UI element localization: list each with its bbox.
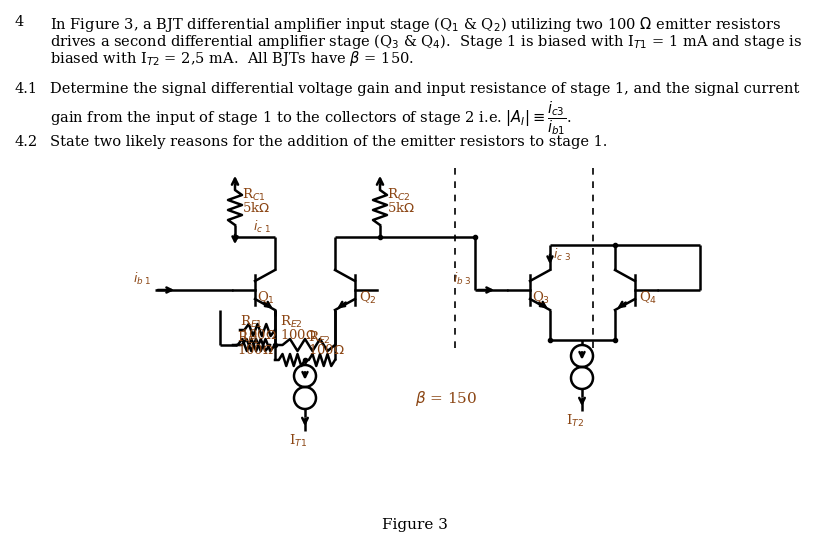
- Text: biased with I$_{T2}$ = 2,5 mA.  All BJTs have $\beta$ = 150.: biased with I$_{T2}$ = 2,5 mA. All BJTs …: [50, 49, 414, 68]
- Text: drives a second differential amplifier stage (Q$_3$ & Q$_4$).  Stage 1 is biased: drives a second differential amplifier s…: [50, 32, 802, 51]
- Text: R$_{E1}$: R$_{E1}$: [240, 314, 263, 330]
- Text: Figure 3: Figure 3: [382, 518, 448, 532]
- Text: Q$_3$: Q$_3$: [532, 290, 550, 306]
- Text: Determine the signal differential voltage gain and input resistance of stage 1, : Determine the signal differential voltag…: [50, 82, 799, 96]
- Text: 5k$\Omega$: 5k$\Omega$: [242, 201, 270, 215]
- Text: $\beta$ = 150: $\beta$ = 150: [415, 388, 477, 407]
- Text: In Figure 3, a BJT differential amplifier input stage (Q$_1$ & Q$_2$) utilizing : In Figure 3, a BJT differential amplifie…: [50, 15, 781, 34]
- Text: 100$\Omega$: 100$\Omega$: [280, 328, 317, 342]
- Text: $i_{b\ 1}$: $i_{b\ 1}$: [134, 271, 152, 287]
- Text: 4.2: 4.2: [14, 135, 37, 149]
- Text: 100$\Omega$: 100$\Omega$: [308, 343, 345, 357]
- Text: Q$_4$: Q$_4$: [639, 290, 657, 306]
- Text: R$_{E1}$: R$_{E1}$: [237, 330, 260, 346]
- Text: $i_{b\ 3}$: $i_{b\ 3}$: [453, 271, 472, 287]
- Text: 4: 4: [14, 15, 23, 29]
- Text: 100$\Omega$: 100$\Omega$: [237, 343, 274, 357]
- Text: gain from the input of stage 1 to the collectors of stage 2 i.e. $|A_I| \equiv \: gain from the input of stage 1 to the co…: [50, 99, 572, 137]
- Text: 5k$\Omega$: 5k$\Omega$: [387, 201, 415, 215]
- Text: I$_{T1}$: I$_{T1}$: [289, 433, 307, 449]
- Text: 4.1: 4.1: [14, 82, 37, 96]
- Text: R$_{C2}$: R$_{C2}$: [387, 187, 411, 203]
- Text: Q$_2$: Q$_2$: [359, 290, 377, 306]
- Text: R$_{E2}$: R$_{E2}$: [280, 314, 303, 330]
- Text: State two likely reasons for the addition of the emitter resistors to stage 1.: State two likely reasons for the additio…: [50, 135, 608, 149]
- Text: 100$\Omega$: 100$\Omega$: [240, 328, 277, 342]
- Text: I$_{T2}$: I$_{T2}$: [566, 413, 584, 429]
- Text: R$_{C1}$: R$_{C1}$: [242, 187, 266, 203]
- Text: $i_{c\ 3}$: $i_{c\ 3}$: [553, 247, 571, 263]
- Text: R$_{E2}$: R$_{E2}$: [308, 330, 331, 346]
- Text: $i_{c\ 1}$: $i_{c\ 1}$: [253, 219, 271, 235]
- Text: Q$_1$: Q$_1$: [257, 290, 275, 306]
